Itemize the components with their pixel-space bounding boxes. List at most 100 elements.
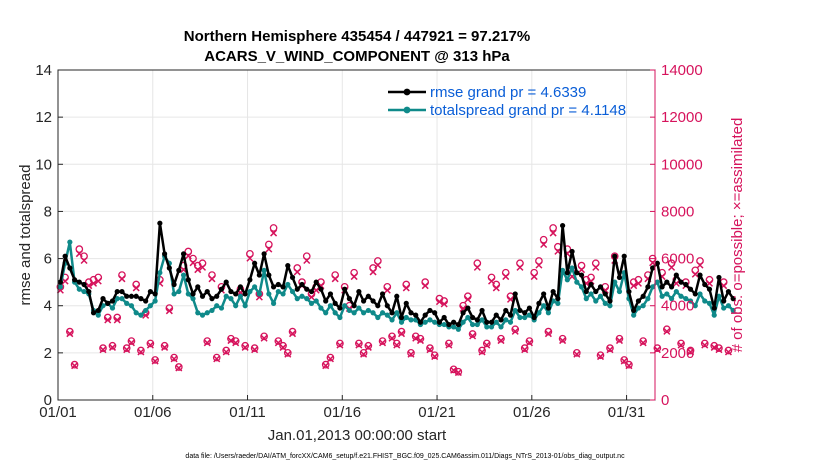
rmse-point: [190, 291, 196, 297]
obs-assimilated-point: [478, 348, 486, 356]
x-tick-label-0: 01/01: [39, 404, 77, 421]
rmse-point: [247, 277, 253, 283]
rmse-point: [332, 300, 338, 306]
rmse-point: [346, 296, 352, 302]
rmse-point: [180, 251, 187, 257]
obs-assimilated-point: [113, 316, 121, 324]
obs-possible-point: [482, 339, 491, 348]
spread-point: [256, 291, 262, 297]
rmse-point: [484, 319, 490, 325]
spread-point: [578, 284, 585, 290]
obs-assimilated-point: [544, 330, 552, 338]
spread-point: [81, 288, 87, 295]
spread-point: [266, 291, 272, 297]
y-right-tick-label-4: 8000: [661, 203, 694, 220]
spread-point: [455, 326, 461, 332]
obs-assimilated-point: [606, 346, 614, 354]
obs-assimilated-point: [350, 273, 358, 281]
rmse-point: [389, 310, 395, 316]
rmse-point: [692, 291, 698, 297]
rmse-point: [460, 310, 466, 316]
rmse-point: [105, 300, 111, 306]
obs-possible-point: [260, 332, 268, 341]
y-right-tick-label-2: 4000: [661, 298, 694, 315]
obs-possible-point: [99, 344, 107, 352]
spread-point: [351, 310, 357, 316]
y-tick-label-2: 4: [44, 298, 52, 315]
x-tick-label-4: 01/21: [418, 404, 456, 421]
rmse-point: [716, 274, 722, 281]
obs-possible-point: [426, 344, 434, 352]
rmse-point: [526, 305, 533, 311]
obs-assimilated-point: [497, 337, 505, 345]
spread-point: [275, 288, 281, 295]
rmse-point: [162, 251, 168, 257]
obs-assimilated-point: [66, 330, 74, 338]
rmse-point: [474, 317, 480, 323]
rmse-point: [138, 296, 144, 302]
obs-possible-point: [454, 367, 463, 376]
obs-possible-point: [246, 250, 254, 258]
spread-point: [176, 288, 182, 295]
x-tick-label-1: 01/06: [134, 404, 172, 421]
obs-possible-point: [231, 337, 240, 345]
obs-assimilated-point: [407, 350, 415, 358]
rmse-point: [261, 251, 267, 257]
rmse-point: [100, 296, 106, 302]
obs-assimilated-point: [80, 256, 88, 265]
obs-assimilated-point: [416, 337, 424, 345]
rmse-point: [176, 267, 182, 273]
obs-possible-point: [606, 344, 614, 352]
rmse-point: [479, 307, 485, 314]
spread-point: [152, 298, 158, 304]
obs-assimilated-point: [118, 275, 126, 283]
spread-point: [76, 286, 82, 292]
obs-assimilated-point: [265, 245, 273, 253]
spread-point: [616, 288, 623, 295]
spread-point: [323, 310, 329, 316]
rmse-point: [323, 298, 329, 304]
spread-point: [560, 267, 566, 273]
obs-assimilated-point: [473, 263, 481, 271]
obs-assimilated-point: [483, 341, 491, 349]
spread-point: [678, 293, 684, 299]
obs-assimilated-point: [170, 355, 178, 363]
rmse-point: [114, 288, 120, 295]
rmse-point: [375, 303, 381, 309]
rmse-point: [455, 321, 461, 328]
obs-assimilated-point: [724, 348, 732, 356]
rmse-point: [593, 288, 599, 295]
rmse-point: [280, 284, 286, 290]
obs-possible-point: [445, 339, 453, 348]
spread-point: [389, 317, 395, 323]
rmse-point: [403, 300, 409, 306]
y-tick-label-6: 12: [35, 109, 52, 126]
spread-point: [654, 279, 660, 285]
chart-title-line2: ACARS_V_WIND_COMPONENT @ 313 hPa: [204, 48, 510, 65]
obs-possible-point: [151, 356, 159, 364]
y-axis-right-label: # of obs: o=possible; ×=assimilated: [729, 118, 746, 353]
rmse-point: [233, 291, 239, 297]
obs-assimilated-point: [364, 343, 372, 351]
obs-assimilated-point: [151, 357, 159, 365]
rmse-point: [304, 286, 310, 292]
spread-point: [384, 312, 390, 318]
rmse-point: [588, 281, 594, 288]
rmse-point: [204, 288, 210, 295]
rmse-point: [109, 298, 116, 304]
obs-assimilated-point: [663, 327, 671, 335]
spread-point: [403, 314, 409, 321]
rmse-point: [678, 279, 684, 285]
obs-assimilated-point: [426, 346, 434, 354]
obs-possible-point: [724, 346, 733, 355]
rmse-point: [285, 263, 291, 269]
obs-assimilated-point: [165, 307, 173, 315]
spread-point: [119, 296, 125, 302]
rmse-point: [308, 288, 315, 295]
spread-point: [375, 314, 381, 321]
spread-point: [342, 303, 348, 309]
obs-possible-point: [677, 339, 685, 348]
rmse-point: [503, 307, 509, 314]
rmse-point: [711, 305, 717, 311]
